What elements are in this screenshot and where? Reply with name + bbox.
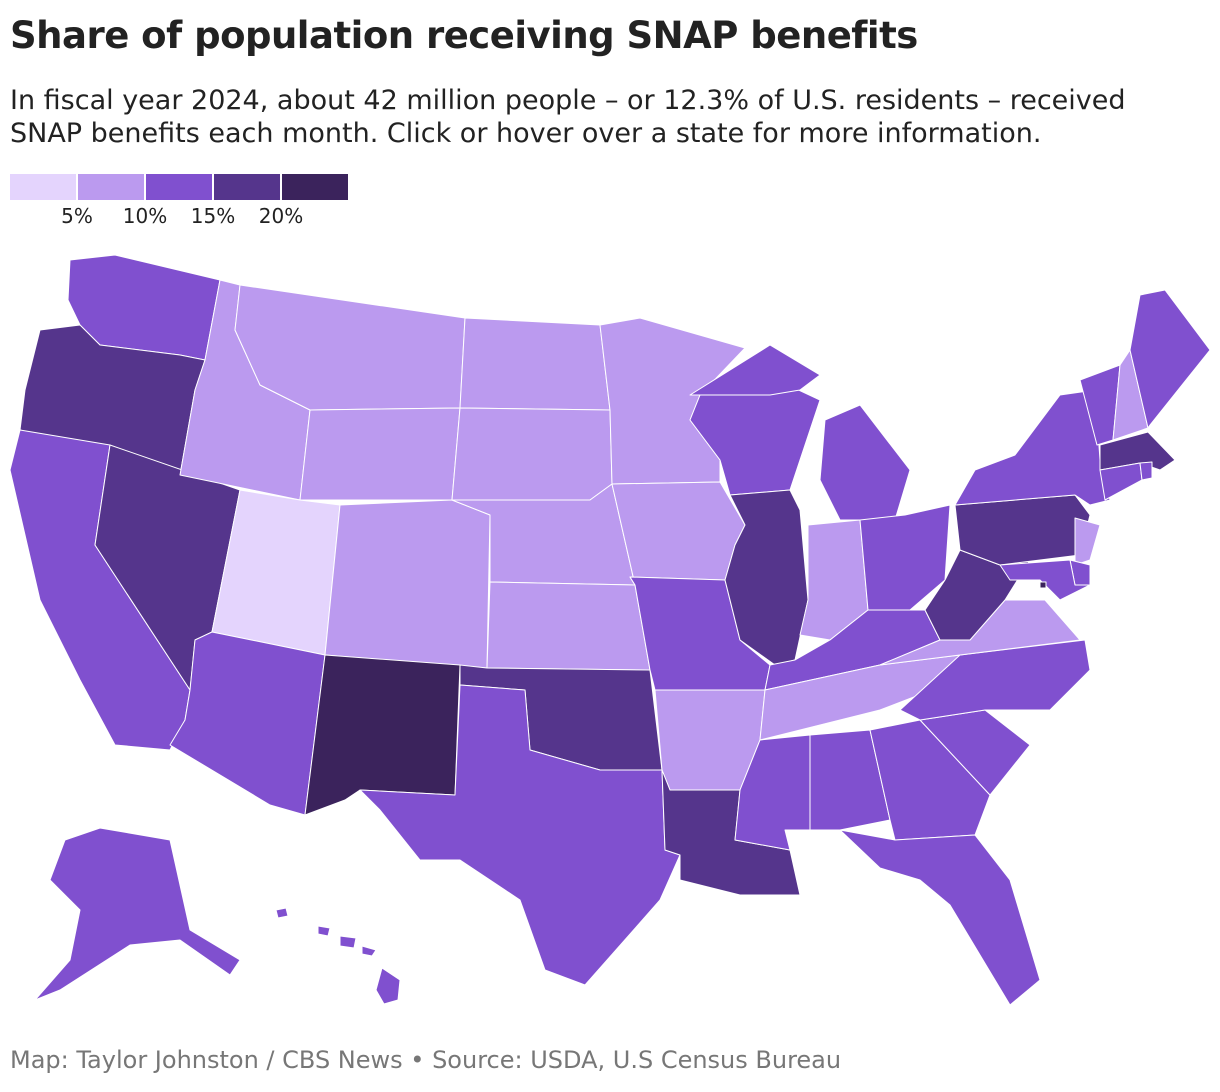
state-shape[interactable] — [359, 684, 681, 986]
state-nd[interactable] — [459, 317, 611, 411]
chart-title: Share of population receiving SNAP benef… — [10, 14, 918, 57]
state-hi[interactable] — [275, 907, 401, 1005]
state-shape[interactable] — [275, 907, 289, 919]
legend-tick: 15% — [190, 204, 236, 228]
state-me[interactable] — [1129, 289, 1211, 429]
legend-swatch-5 — [282, 174, 348, 200]
state-shape[interactable] — [999, 559, 1091, 601]
state-shape[interactable] — [1129, 289, 1211, 429]
state-ks[interactable] — [486, 581, 651, 671]
credit-line: Map: Taylor Johnston / CBS News • Source… — [10, 1046, 842, 1074]
state-shape[interactable] — [839, 829, 1041, 1006]
legend-swatch-4 — [214, 174, 280, 200]
state-shape[interactable] — [361, 945, 377, 957]
state-fl[interactable] — [839, 829, 1041, 1006]
legend-tick: 10% — [122, 204, 168, 228]
state-md[interactable] — [999, 559, 1091, 601]
state-tx[interactable] — [359, 684, 681, 986]
state-ak[interactable] — [34, 827, 241, 1001]
state-ia[interactable] — [611, 481, 746, 586]
state-nj[interactable] — [1074, 517, 1101, 566]
legend-tick: 5% — [61, 204, 93, 228]
chart-subtitle: In fiscal year 2024, about 42 million pe… — [10, 85, 1126, 149]
state-az[interactable] — [169, 631, 326, 816]
us-state-map — [9, 254, 1211, 1006]
state-shape[interactable] — [689, 344, 821, 396]
state-shape[interactable] — [169, 631, 326, 816]
state-shape[interactable] — [375, 967, 401, 1005]
state-co[interactable] — [324, 499, 491, 669]
state-shape[interactable] — [324, 499, 491, 669]
state-shape[interactable] — [459, 317, 611, 411]
state-shape[interactable] — [1039, 581, 1047, 589]
state-dc[interactable] — [1039, 581, 1047, 589]
state-ri[interactable] — [1139, 461, 1153, 481]
state-shape[interactable] — [317, 925, 331, 937]
state-shape[interactable] — [809, 729, 891, 831]
state-shape[interactable] — [486, 581, 651, 671]
state-shape[interactable] — [451, 407, 613, 501]
state-shape[interactable] — [1139, 461, 1153, 481]
state-shape[interactable] — [299, 407, 461, 501]
state-shape[interactable] — [819, 404, 911, 521]
state-wy[interactable] — [299, 407, 461, 501]
state-shape[interactable] — [954, 494, 1091, 566]
legend-tick: 20% — [258, 204, 304, 228]
state-al[interactable] — [809, 729, 891, 831]
state-ct[interactable] — [1099, 462, 1143, 501]
state-shape[interactable] — [611, 481, 746, 586]
state-shape[interactable] — [1074, 517, 1101, 566]
state-shape[interactable] — [34, 827, 241, 1001]
state-shape[interactable] — [1099, 462, 1143, 501]
state-sd[interactable] — [451, 407, 613, 501]
state-pa[interactable] — [954, 494, 1091, 566]
legend-swatch-1 — [10, 174, 76, 200]
legend-swatch-3 — [146, 174, 212, 200]
legend-swatch-2 — [78, 174, 144, 200]
state-shape[interactable] — [339, 935, 357, 949]
